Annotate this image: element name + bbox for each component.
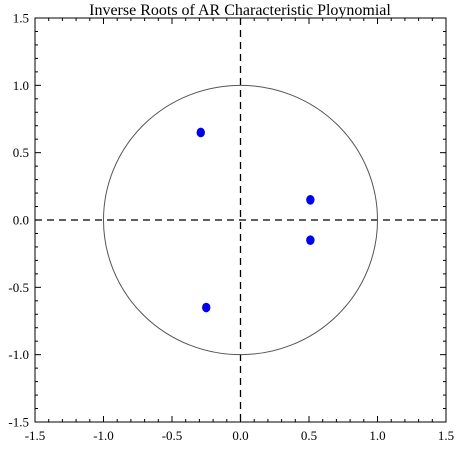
x-tick-label: -1.5 (25, 428, 46, 443)
y-tick-label: 1.0 (13, 78, 29, 93)
chart-title: Inverse Roots of AR Characteristic Ployn… (89, 2, 391, 19)
x-tick-label: 0.5 (301, 428, 317, 443)
y-tick-label: 0.5 (13, 145, 29, 160)
x-tick-label: 1.0 (369, 428, 385, 443)
y-tick-label: 0.0 (13, 213, 29, 228)
y-tick-label: -1.0 (8, 347, 29, 362)
x-tick-label: -0.5 (162, 428, 183, 443)
x-tick-label: 0.0 (232, 428, 248, 443)
plot-area: -1.5 -1.0 -0.5 0.0 0.5 1.0 1.5 -1.5 -1.0 -0.5 0.0 0… (8, 11, 454, 444)
unit-circle (103, 84, 378, 356)
root-point-2 (306, 195, 315, 205)
root-point-4 (202, 302, 211, 313)
y-tick-label: -1.5 (8, 415, 29, 430)
x-tick-label: -1.0 (93, 428, 114, 443)
root-point-1 (196, 127, 205, 138)
x-tick-label: 1.5 (438, 428, 454, 443)
root-point-3 (306, 235, 315, 245)
y-tick-label: -0.5 (8, 280, 29, 295)
y-tick-label: 1.5 (13, 11, 29, 26)
